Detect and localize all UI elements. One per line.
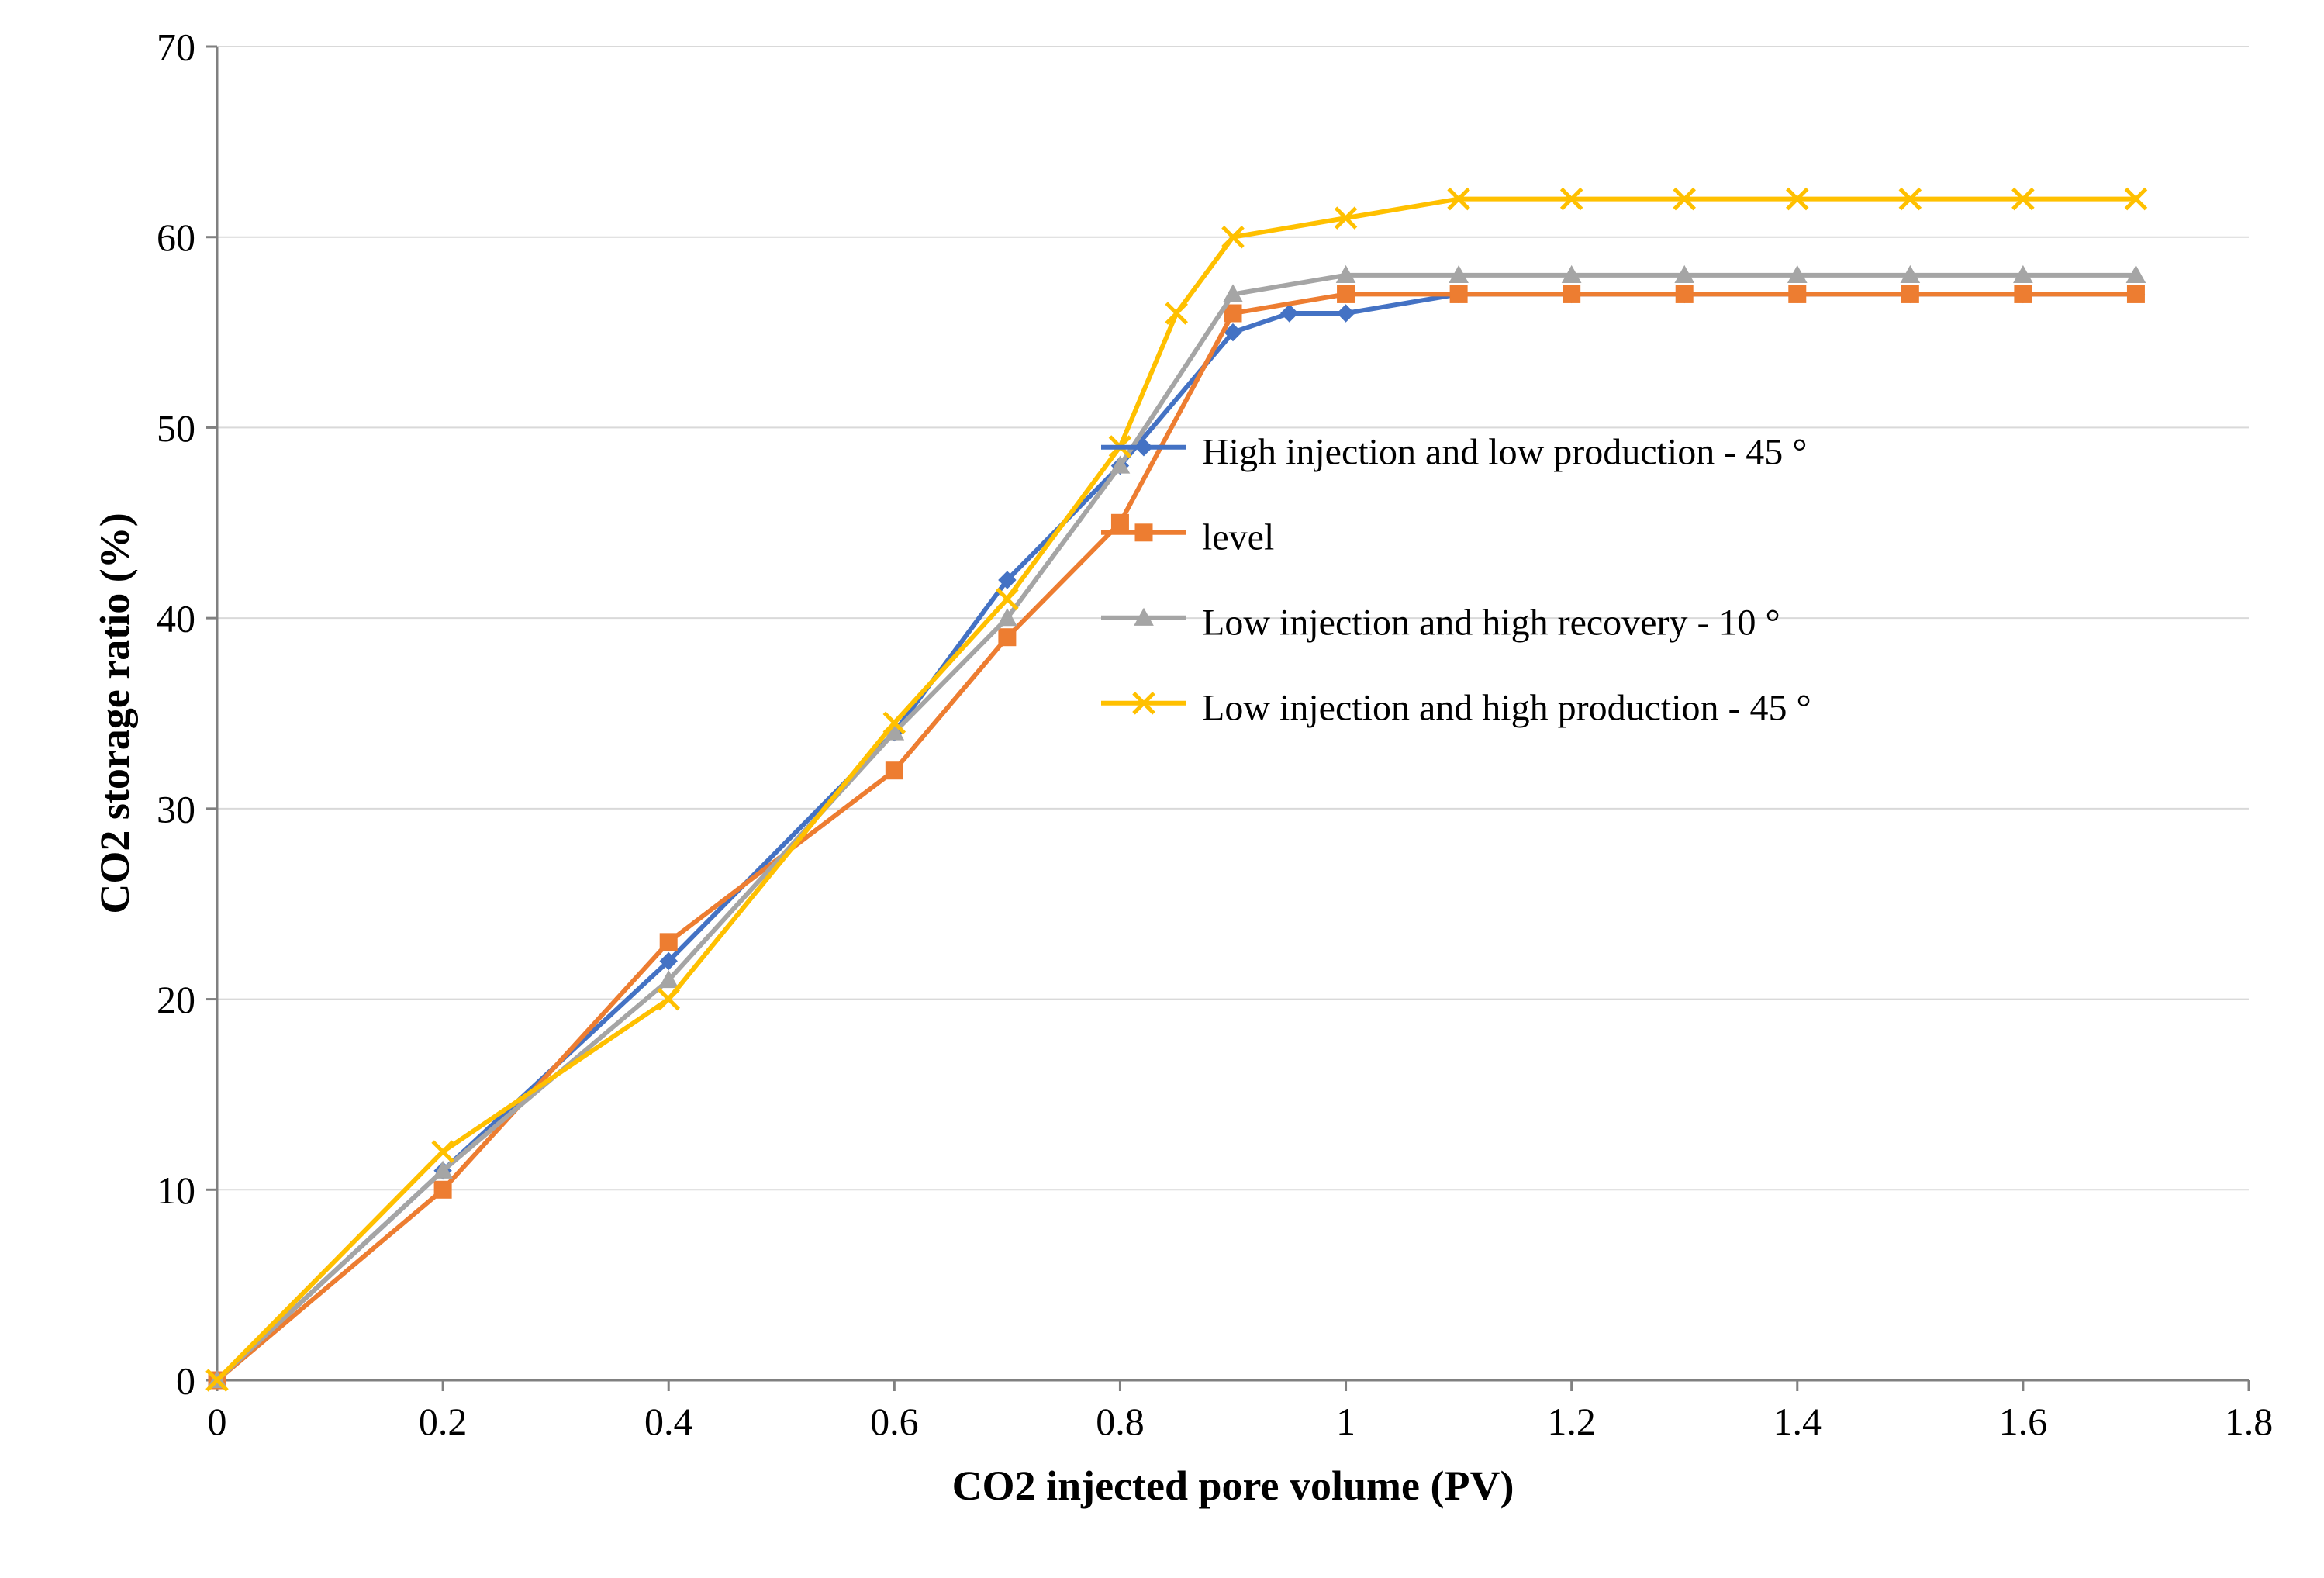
y-tick-label: 50: [157, 406, 195, 450]
marker-square: [1111, 514, 1128, 531]
marker-square: [1450, 285, 1467, 302]
chart-container: 0 0.2 0.4 0.6 0.8 1 1.2 1.4 1.6 1.8 0 10 20 30 40 50 60 7…: [0, 0, 2324, 1578]
legend-label: Low injection and high production - 45 °: [1202, 687, 1811, 728]
x-tick-label: 0.6: [870, 1400, 919, 1443]
x-tick-label: 0.4: [644, 1400, 693, 1443]
legend-label: High injection and low production - 45 °: [1202, 431, 1807, 472]
y-tick-label: 30: [157, 787, 195, 830]
legend-label: level: [1202, 516, 1274, 558]
x-axis-label: CO2 injected pore volume (PV): [952, 1462, 1514, 1509]
marker-square: [999, 629, 1016, 646]
y-axis-label: CO2 storage ratio (%): [92, 513, 138, 913]
y-tick-label: 10: [157, 1169, 195, 1212]
x-tick-label: 1: [1336, 1400, 1355, 1443]
marker-square: [1676, 285, 1693, 302]
x-tick-label: 0.8: [1096, 1400, 1145, 1443]
marker-square: [434, 1181, 451, 1198]
legend-label: Low injection and high recovery - 10 °: [1202, 602, 1780, 643]
y-tick-label: 40: [157, 597, 195, 641]
marker-square: [1789, 285, 1806, 302]
marker-square: [1563, 285, 1580, 302]
chart-svg: 0 0.2 0.4 0.6 0.8 1 1.2 1.4 1.6 1.8 0 10 20 30 40 50 60 7…: [0, 0, 2324, 1574]
x-tick-label: 0: [208, 1400, 227, 1443]
x-tick-label: 1.8: [2225, 1400, 2274, 1443]
x-tick-label: 1.6: [1999, 1400, 2048, 1443]
y-tick-label: 60: [157, 216, 195, 259]
y-tick-label: 70: [157, 26, 195, 69]
legend-entry: Low injection and high recovery - 10 °: [1101, 602, 1780, 643]
x-tick-label: 1.4: [1773, 1400, 1822, 1443]
marker-square: [660, 934, 677, 951]
marker-square: [1135, 524, 1152, 541]
marker-square: [2127, 285, 2144, 302]
chart-bg: [0, 0, 2324, 1574]
legend-entry: High injection and low production - 45 °: [1101, 431, 1807, 472]
y-tick-label: 0: [176, 1359, 195, 1403]
marker-square: [2015, 285, 2032, 302]
y-tick-label: 20: [157, 978, 195, 1021]
x-tick-label: 0.2: [419, 1400, 468, 1443]
marker-square: [886, 762, 903, 779]
legend-entry: Low injection and high production - 45 °: [1101, 687, 1811, 728]
x-tick-label: 1.2: [1547, 1400, 1596, 1443]
marker-square: [1901, 285, 1918, 302]
marker-square: [1338, 285, 1355, 302]
